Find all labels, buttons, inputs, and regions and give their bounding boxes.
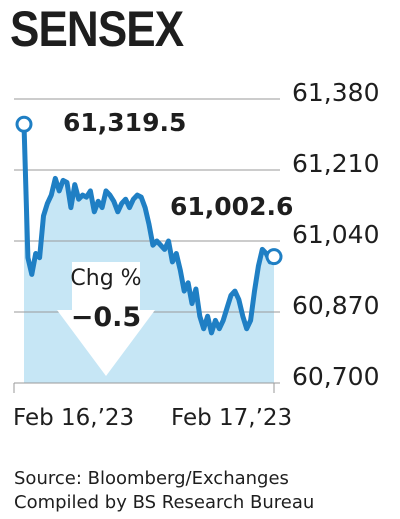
x-tick-label: Feb 17,’23	[171, 405, 293, 431]
y-tick-label: 60,870	[292, 291, 380, 320]
x-tick-label: Feb 16,’23	[13, 405, 135, 431]
high-value-label: 61,319.5	[63, 108, 187, 137]
chart-title: SENSEX	[10, 1, 184, 57]
y-tick-label: 61,380	[292, 78, 380, 107]
change-label: Chg %	[70, 266, 142, 291]
series-area	[24, 124, 274, 384]
y-tick-label: 60,700	[292, 362, 380, 391]
change-down-arrow	[57, 262, 155, 376]
y-tick-label: 61,040	[292, 220, 380, 249]
change-value: −0.5	[70, 302, 142, 333]
compiled-note: Compiled by BS Research Bureau	[14, 492, 315, 513]
series-line	[21, 121, 277, 336]
y-tick-label: 61,210	[292, 149, 380, 178]
close-value-label: 61,002.6	[170, 192, 294, 221]
close-point-marker	[265, 248, 283, 266]
high-point-marker	[15, 115, 33, 133]
source-note: Source: Bloomberg/Exchanges	[14, 468, 289, 489]
